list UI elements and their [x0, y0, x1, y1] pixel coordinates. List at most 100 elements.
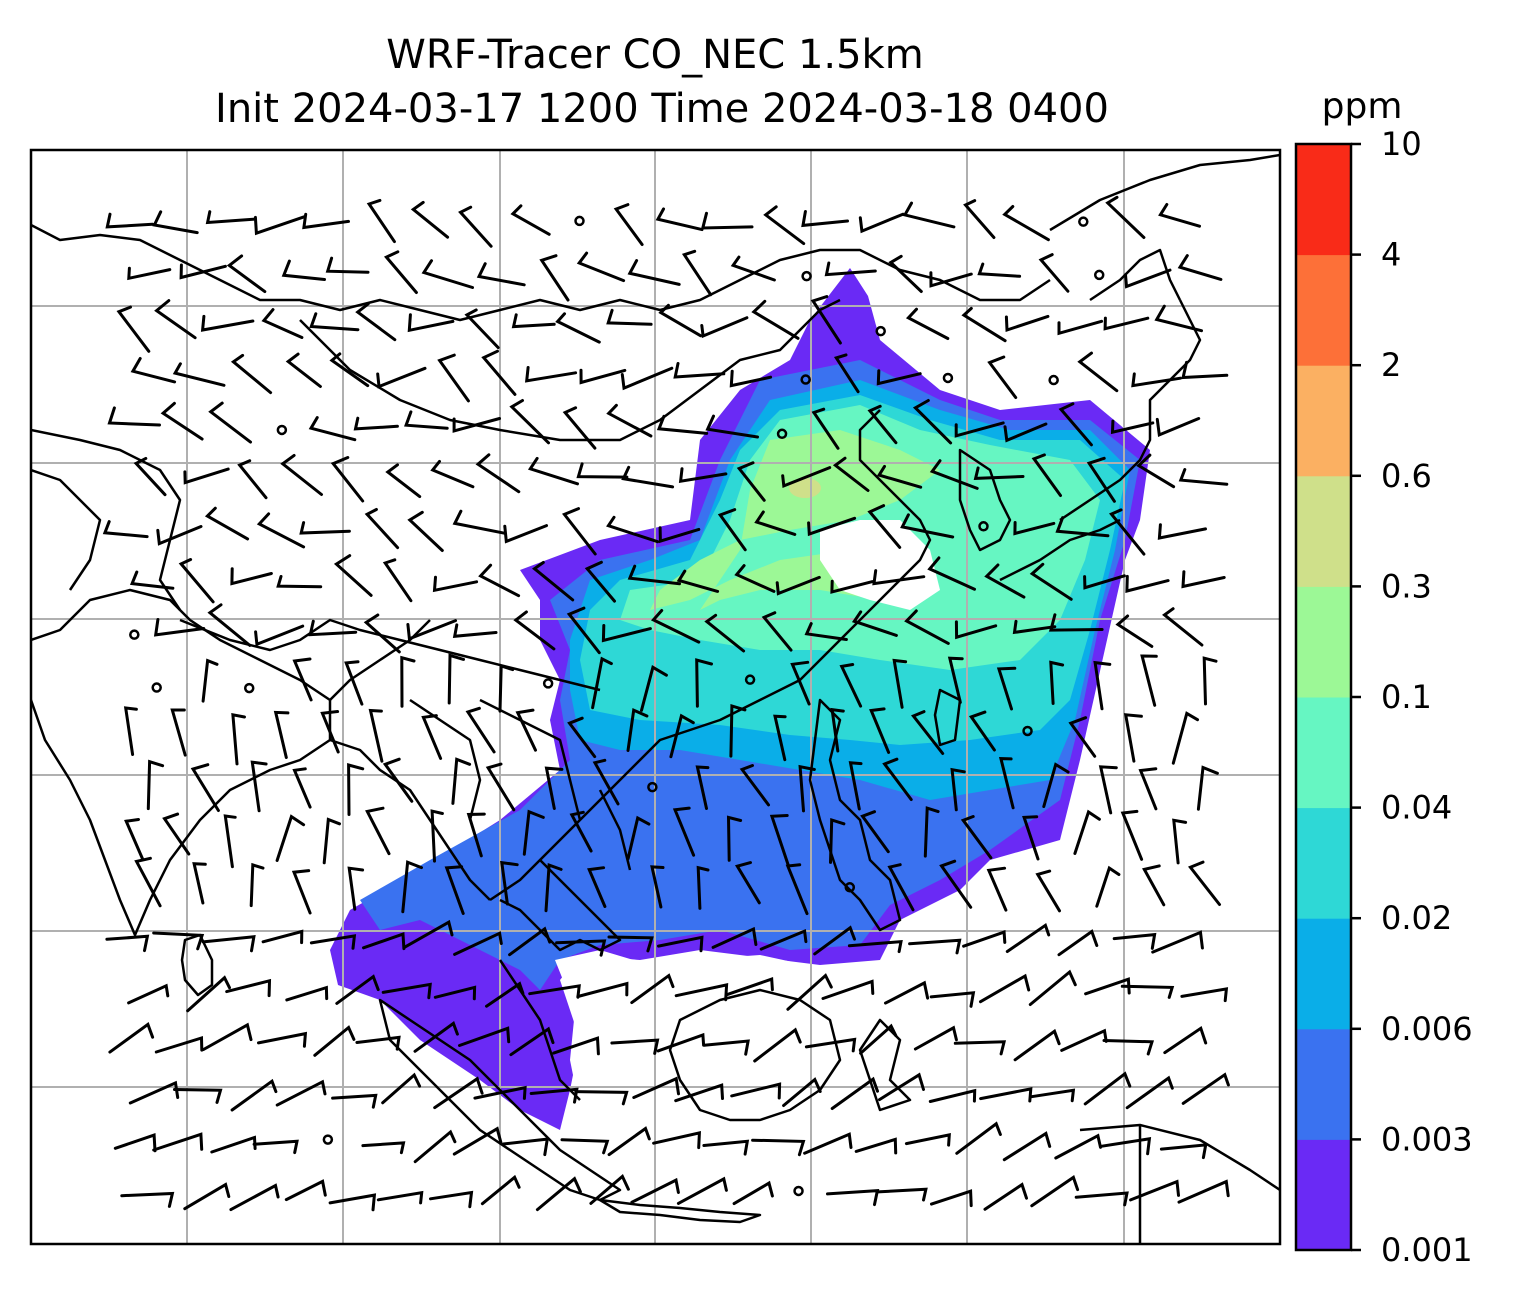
- wind-barb: [606, 403, 653, 438]
- wind-barb: [124, 818, 145, 861]
- wind-barb: [200, 314, 255, 332]
- wind-barb: [729, 703, 747, 758]
- wind-barb: [576, 981, 629, 998]
- wind-barb: [429, 1190, 474, 1209]
- wind-barb: [681, 249, 713, 297]
- wind-barb: [365, 806, 391, 856]
- wind-barb: [146, 759, 165, 811]
- wind-barb: [798, 764, 816, 813]
- wind-barb: [230, 567, 273, 586]
- tracer-field-03: [789, 478, 821, 498]
- wind-barb: [172, 362, 226, 387]
- wind-barb: [960, 815, 993, 860]
- wind-barb: [382, 757, 414, 803]
- wind-calm-marker: [151, 682, 162, 693]
- wind-barb: [876, 464, 923, 489]
- wind-barb: [485, 981, 525, 1008]
- wind-barb: [1030, 1175, 1080, 1208]
- wind-barb: [1178, 468, 1229, 486]
- wind-barb: [1115, 614, 1154, 648]
- wind-barb: [1155, 417, 1201, 438]
- wind-barb: [256, 512, 306, 549]
- wind-barb: [330, 456, 365, 503]
- wind-barb: [116, 305, 151, 353]
- wind-barb: [1177, 1179, 1230, 1204]
- wind-barb: [152, 210, 199, 235]
- wind-barbs: [102, 195, 1230, 1212]
- wind-barb: [650, 865, 665, 909]
- wind-barb: [700, 316, 749, 339]
- wind-barb: [509, 1026, 555, 1057]
- wind-barb: [381, 982, 432, 1000]
- wind-barb: [133, 456, 167, 497]
- wind-barb: [1035, 869, 1061, 913]
- wind-calm-marker: [942, 372, 954, 384]
- wind-barb: [355, 302, 397, 342]
- wind-barb: [285, 985, 329, 1002]
- border-myanmar: [329, 619, 482, 821]
- wind-barb: [452, 623, 498, 638]
- wind-barb: [627, 259, 681, 286]
- wind-calm-marker: [978, 521, 989, 532]
- wind-barb: [621, 465, 675, 489]
- wind-barb: [465, 706, 496, 754]
- wind-barb: [261, 308, 304, 339]
- wind-barb: [252, 1139, 299, 1155]
- wind-barb: [128, 1080, 180, 1105]
- wind-barb: [1123, 713, 1143, 763]
- wind-barb: [1031, 453, 1062, 497]
- wind-barb: [734, 564, 776, 593]
- colorbar-tick-label: 0.003: [1381, 1120, 1473, 1158]
- wind-barb: [1171, 711, 1199, 765]
- wind-barb: [1013, 1028, 1061, 1062]
- colorbar-segment: [1296, 475, 1351, 587]
- wind-barb: [433, 985, 477, 1001]
- wind-barb: [192, 862, 207, 905]
- wind-calm-marker: [1022, 725, 1033, 737]
- wind-barb: [108, 1022, 155, 1054]
- wind-barb: [123, 706, 138, 756]
- wind-barb: [1105, 195, 1146, 239]
- wind-calm-marker: [1093, 269, 1105, 281]
- wind-barb: [1112, 932, 1157, 950]
- wind-barb: [452, 1126, 503, 1156]
- wind-barb: [848, 761, 863, 811]
- wind-barb: [179, 263, 227, 280]
- wind-barb: [803, 1132, 853, 1155]
- wind-barb: [1163, 1025, 1208, 1055]
- wind-barb: [464, 308, 500, 350]
- wind-barb: [207, 603, 252, 647]
- wind-barb: [276, 575, 323, 589]
- colorbar-tick-label: 4: [1381, 236, 1401, 274]
- wind-barb: [717, 508, 747, 552]
- wind-barb: [1196, 765, 1219, 811]
- wind-barb: [162, 812, 191, 856]
- wind-barb: [1029, 562, 1073, 601]
- wind-barb: [156, 525, 203, 546]
- wind-barb: [1022, 815, 1040, 861]
- wind-barb: [584, 560, 616, 603]
- wind-barb: [107, 406, 161, 427]
- wind-barb: [154, 299, 197, 340]
- wind-barb: [562, 406, 597, 450]
- wind-barb: [1140, 654, 1158, 707]
- wind-barb: [511, 313, 556, 329]
- wind-barb: [362, 932, 406, 951]
- wind-barb: [769, 814, 790, 867]
- wind-barb: [929, 991, 976, 1008]
- wind-calm-marker: [574, 215, 585, 227]
- wind-barb: [190, 763, 220, 812]
- wind-barb: [302, 212, 350, 230]
- wind-barb: [729, 369, 773, 388]
- colorbar-segment: [1296, 697, 1351, 809]
- wind-barb: [1129, 1179, 1180, 1202]
- coastline-java: [598, 1198, 762, 1224]
- colorbar-tick-label: 0.04: [1381, 789, 1452, 827]
- wind-barb: [560, 1138, 610, 1155]
- wind-barb: [1102, 1039, 1155, 1056]
- wind-barb: [451, 757, 472, 805]
- wind-barb: [963, 199, 996, 239]
- wind-barb: [656, 414, 709, 435]
- wind-barb: [205, 210, 257, 225]
